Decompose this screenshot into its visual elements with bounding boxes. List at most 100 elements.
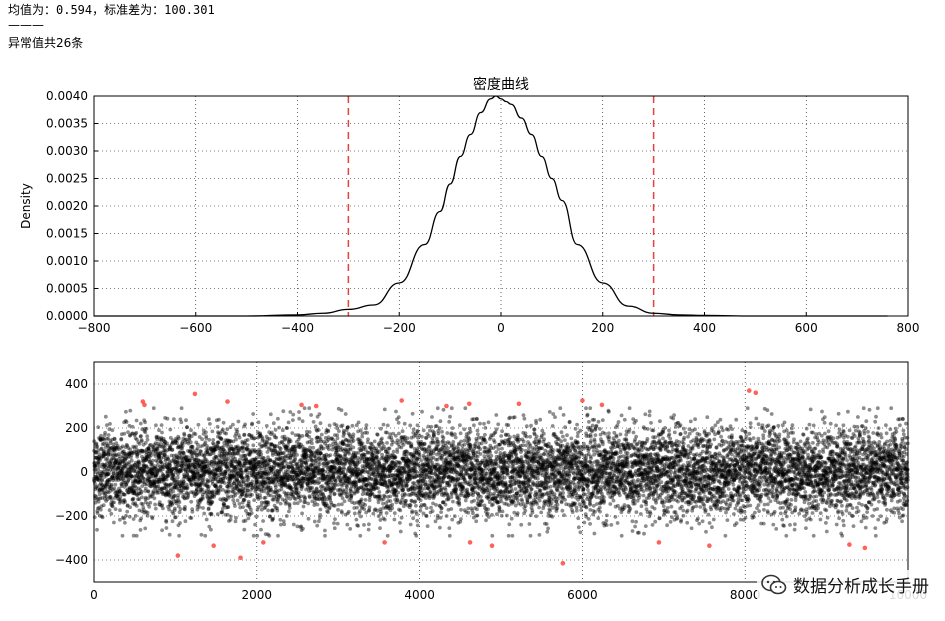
normal-point xyxy=(358,514,363,519)
normal-point xyxy=(311,445,316,450)
normal-point xyxy=(438,419,443,424)
normal-point xyxy=(178,507,183,511)
normal-point xyxy=(367,505,372,510)
normal-point xyxy=(145,437,150,442)
normal-point xyxy=(103,483,108,487)
normal-point xyxy=(160,528,165,533)
normal-point xyxy=(95,477,100,482)
normal-point xyxy=(96,478,100,482)
normal-point xyxy=(421,428,426,433)
normal-point xyxy=(241,479,246,484)
normal-point xyxy=(485,511,490,516)
normal-point xyxy=(362,523,366,527)
normal-point xyxy=(190,509,195,514)
density-xtick-label: −600 xyxy=(179,321,212,335)
normal-point xyxy=(484,518,488,523)
normal-point xyxy=(96,499,101,504)
normal-point xyxy=(103,462,108,467)
normal-point xyxy=(306,516,311,521)
normal-point xyxy=(96,455,101,459)
normal-point xyxy=(264,424,269,428)
normal-point xyxy=(95,509,100,513)
normal-point xyxy=(340,423,345,428)
density-ytick-label: 0.0010 xyxy=(46,254,88,268)
normal-point xyxy=(98,476,102,480)
normal-point xyxy=(207,437,212,442)
normal-point xyxy=(297,416,302,421)
normal-point xyxy=(317,480,322,485)
normal-point xyxy=(459,507,463,512)
normal-point xyxy=(193,432,198,437)
normal-point xyxy=(226,457,231,461)
normal-point xyxy=(424,506,429,510)
normal-point xyxy=(396,415,401,419)
normal-point xyxy=(266,500,271,505)
normal-point xyxy=(215,424,220,429)
normal-point xyxy=(447,482,452,487)
normal-point xyxy=(94,455,98,460)
normal-point xyxy=(189,499,194,504)
normal-point xyxy=(143,430,148,435)
normal-point xyxy=(449,507,454,511)
normal-point xyxy=(396,490,401,495)
normal-point xyxy=(285,426,289,430)
normal-point xyxy=(400,429,405,434)
normal-point xyxy=(415,423,420,428)
normal-point xyxy=(488,450,492,455)
normal-point xyxy=(151,458,155,463)
normal-point xyxy=(452,514,457,519)
normal-point xyxy=(210,489,215,494)
normal-point xyxy=(164,477,169,482)
normal-point xyxy=(204,517,209,522)
normal-point xyxy=(411,427,416,432)
normal-point xyxy=(123,500,127,504)
normal-point xyxy=(410,411,415,416)
normal-point xyxy=(468,429,473,434)
normal-point xyxy=(483,432,487,437)
normal-point xyxy=(105,497,110,502)
normal-point xyxy=(107,477,112,482)
normal-point xyxy=(172,493,177,498)
normal-point xyxy=(251,443,256,448)
normal-point xyxy=(99,477,104,482)
normal-point xyxy=(268,412,273,417)
normal-point xyxy=(202,511,207,516)
normal-point xyxy=(106,433,111,437)
normal-point xyxy=(178,521,182,525)
normal-point xyxy=(113,482,118,487)
normal-point xyxy=(108,494,112,499)
normal-point xyxy=(95,444,100,449)
normal-point xyxy=(392,517,397,522)
normal-point xyxy=(327,447,331,452)
normal-point xyxy=(450,492,454,496)
normal-point xyxy=(441,436,446,440)
normal-point xyxy=(199,449,203,454)
normal-point xyxy=(95,475,100,479)
normal-point xyxy=(302,406,307,411)
density-xtick-label: 600 xyxy=(795,321,818,335)
normal-point xyxy=(475,428,480,433)
normal-point xyxy=(219,437,224,441)
normal-point xyxy=(97,455,101,460)
normal-point xyxy=(306,501,311,506)
density-ytick-label: 0.0035 xyxy=(46,117,88,131)
normal-point xyxy=(105,479,110,483)
normal-point xyxy=(242,527,247,532)
normal-point xyxy=(290,463,295,468)
normal-point xyxy=(393,433,398,438)
normal-point xyxy=(271,516,276,521)
normal-point xyxy=(176,493,181,498)
normal-point xyxy=(97,478,101,482)
normal-point xyxy=(104,457,108,462)
normal-point xyxy=(235,429,240,434)
normal-point xyxy=(118,508,122,513)
normal-point xyxy=(108,422,112,426)
normal-point xyxy=(102,449,107,453)
density-ytick-label: 0.0015 xyxy=(46,227,88,241)
normal-point xyxy=(99,473,103,478)
normal-point xyxy=(267,436,272,441)
normal-point xyxy=(97,464,102,469)
normal-point xyxy=(173,506,177,511)
normal-point xyxy=(105,472,110,476)
normal-point xyxy=(336,502,341,507)
